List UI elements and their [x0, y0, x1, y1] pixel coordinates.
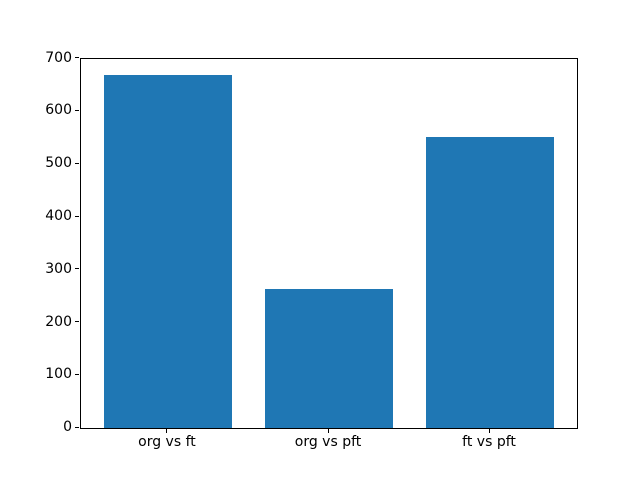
- x-tick-label: ft vs pft: [462, 434, 516, 450]
- bar-org-vs-pft: [264, 288, 394, 429]
- x-tick-mark: [327, 428, 329, 433]
- y-tick-label: 700: [45, 49, 72, 66]
- y-tick-mark: [75, 321, 79, 323]
- x-tick-label: org vs ft: [138, 434, 196, 450]
- y-tick-mark: [75, 373, 79, 375]
- y-tick-mark: [75, 162, 79, 164]
- x-tick-mark: [166, 428, 168, 433]
- y-tick-mark: [75, 268, 79, 270]
- y-tick-label: 100: [45, 366, 72, 383]
- y-tick-mark: [75, 215, 79, 217]
- y-tick-mark: [75, 426, 79, 428]
- y-tick-label: 500: [45, 155, 72, 172]
- y-tick-label: 400: [45, 208, 72, 224]
- bar-org-vs-ft: [103, 74, 233, 429]
- bar-ft-vs-pft: [425, 136, 555, 429]
- y-tick-mark: [75, 57, 79, 59]
- y-tick-mark: [75, 109, 79, 111]
- x-tick-mark: [488, 428, 490, 433]
- x-tick-label: org vs pft: [294, 434, 362, 450]
- y-tick-label: 0: [63, 419, 72, 436]
- plot-area: [80, 57, 578, 430]
- y-tick-label: 600: [45, 102, 72, 119]
- y-tick-label: 300: [45, 260, 72, 277]
- y-tick-label: 200: [45, 313, 72, 330]
